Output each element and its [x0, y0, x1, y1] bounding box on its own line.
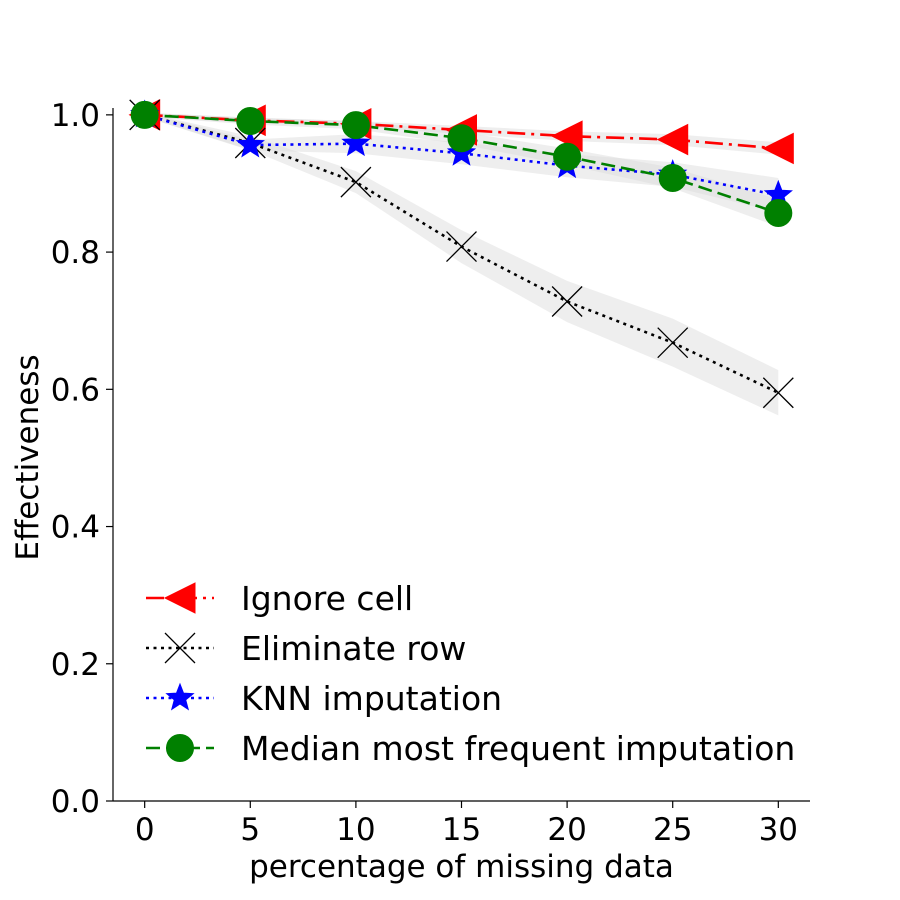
data-point-x — [551, 286, 583, 317]
x-axis-title: percentage of missing data — [249, 849, 674, 885]
legend-label: Eliminate row — [241, 629, 466, 668]
data-point-circle — [764, 198, 793, 227]
data-point-x — [340, 166, 372, 198]
legend-marker-circle — [166, 734, 194, 762]
x-tick-label: 20 — [547, 812, 586, 848]
data-point-x — [446, 231, 477, 263]
legend-item: KNN imputation — [146, 679, 502, 718]
y-tick-label: 0.6 — [51, 372, 100, 408]
y-tick-label: 0.0 — [51, 784, 100, 820]
y-tick-label: 1.0 — [51, 98, 100, 134]
data-point-triangle-left — [656, 123, 689, 156]
legend-label: KNN imputation — [241, 679, 502, 718]
data-point-circle — [236, 107, 265, 136]
x-tick-label: 30 — [759, 812, 798, 848]
data-point-triangle-left — [762, 132, 794, 165]
legend-label: Median most frequent imputation — [241, 729, 795, 768]
confidence-band — [144, 112, 779, 416]
x-tick-label: 5 — [240, 812, 260, 848]
legend-item: Ignore cell — [146, 579, 413, 618]
x-tick-label: 10 — [336, 812, 375, 848]
y-axis-title: Effectiveness — [10, 354, 46, 560]
x-ticks: 0 5 10 15 20 25 30 — [135, 801, 798, 848]
data-point-x — [657, 327, 689, 359]
confidence-band — [144, 112, 779, 213]
y-tick-label: 0.4 — [51, 510, 100, 546]
series-markers — [128, 99, 794, 409]
data-point-circle — [553, 142, 582, 171]
legend-marker-star — [165, 682, 195, 711]
legend-item: Eliminate row — [146, 629, 466, 668]
y-tick-label: 0.2 — [51, 647, 100, 683]
data-point-circle — [658, 163, 687, 192]
legend-marker-triangle-left — [163, 582, 196, 614]
data-point-x — [762, 377, 794, 409]
data-point-circle — [341, 111, 370, 140]
y-ticks: 0.0 0.2 0.4 0.6 0.8 1.0 — [51, 98, 113, 820]
legend: Ignore cell Eliminate row KNN imputation Me… — [146, 579, 795, 768]
data-point-star — [235, 129, 265, 158]
data-point-circle — [130, 100, 159, 129]
data-point-star — [341, 128, 371, 157]
data-point-circle — [447, 124, 476, 153]
x-tick-label: 15 — [442, 812, 481, 848]
legend-item: Median most frequent imputation — [146, 729, 795, 768]
x-tick-label: 25 — [653, 812, 692, 848]
x-tick-label: 0 — [135, 812, 155, 848]
legend-marker-x — [164, 632, 196, 664]
y-tick-label: 0.8 — [51, 235, 100, 271]
legend-label: Ignore cell — [241, 579, 413, 618]
